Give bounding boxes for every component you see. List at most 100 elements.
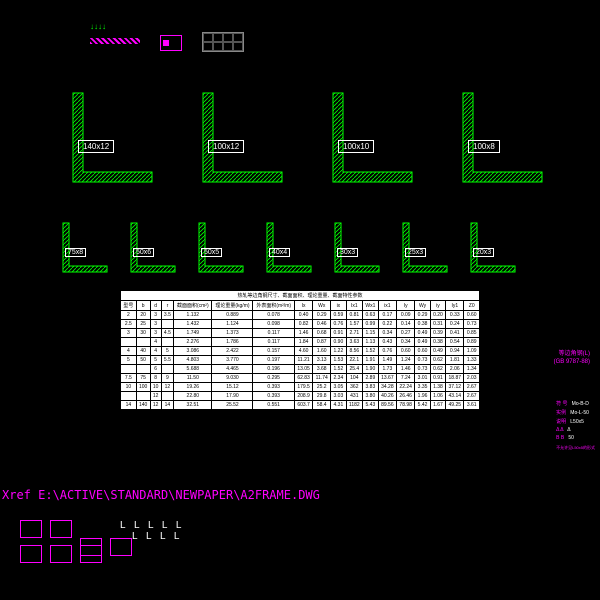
table-cell: 11.21	[294, 356, 312, 365]
bottom-detail-blocks	[20, 520, 132, 538]
table-cell: 431	[346, 392, 362, 401]
table-cell: 40.26	[378, 392, 396, 401]
table-cell: 62.83	[294, 374, 312, 383]
table-cell: 43.14	[446, 392, 464, 401]
load-arrows	[90, 30, 140, 50]
table-cell: 0.22	[378, 320, 396, 329]
table-cell: 0.31	[430, 320, 445, 329]
table-cell: 9.030	[212, 374, 253, 383]
table-header-cell: 截面面积(cm²)	[174, 301, 212, 311]
table-cell: 22.80	[174, 392, 212, 401]
table-cell: 7.5	[121, 374, 137, 383]
table-header-cell: Ix1	[346, 301, 362, 311]
right-label-row: 实例 Mo-L-50	[556, 409, 595, 416]
table-header-cell: Ix	[294, 301, 312, 311]
table-cell: 0.34	[378, 329, 396, 338]
table-cell: 5	[121, 356, 137, 365]
steel-properties-table: 热轧等边角钢尺寸、截面面积、理论重量、截面特性参数 型号bdr截面面积(cm²)…	[120, 290, 480, 410]
angle-profile-large: 100x10	[330, 90, 415, 190]
table-cell: 0.82	[294, 320, 312, 329]
table-cell: 1.60	[313, 347, 331, 356]
table-cell: 3.03	[331, 392, 346, 401]
table-cell: 0.91	[331, 329, 346, 338]
table-cell: 0.27	[397, 329, 415, 338]
table-cell: 4	[150, 347, 161, 356]
table-header-cell: Iy	[397, 301, 415, 311]
table-cell: 89.56	[378, 401, 396, 410]
profile-label: 75x8	[65, 248, 86, 257]
legend-grid	[202, 32, 244, 52]
table-cell: 0.38	[415, 320, 430, 329]
table-cell: 4	[121, 347, 137, 356]
table-cell: 1.91	[363, 356, 379, 365]
table-cell: 3.80	[363, 392, 379, 401]
table-cell: 0.49	[415, 329, 430, 338]
table-row: 440453.0862.4220.1574.601.601.228.561.52…	[121, 347, 480, 356]
table-row: 65.6884.4650.19613.053.681.5225.41.901.7…	[121, 365, 480, 374]
table-cell: 2.67	[464, 383, 480, 392]
table-cell: 1.53	[331, 356, 346, 365]
table-cell: 0.49	[430, 347, 445, 356]
table-cell: 0.63	[363, 311, 379, 320]
table-cell: 100	[136, 383, 150, 392]
table-cell: 1.13	[363, 338, 379, 347]
table-cell: 179.5	[294, 383, 312, 392]
table-cell: 0.94	[446, 347, 464, 356]
table-title: 热轧等边角钢尺寸、截面面积、理论重量、截面特性参数	[121, 291, 480, 301]
table-row: 2.52531.4321.1240.0980.820.460.761.570.9…	[121, 320, 480, 329]
table-cell: 0.62	[430, 356, 445, 365]
table-cell: 12	[161, 383, 173, 392]
table-cell: 0.157	[253, 347, 295, 356]
table-cell: 5	[161, 347, 173, 356]
profile-label: 50x6	[133, 248, 154, 257]
table-cell: 1.22	[331, 347, 346, 356]
table-cell: 1.38	[430, 383, 445, 392]
table-cell: 0.81	[346, 311, 362, 320]
table-cell: 14	[121, 401, 137, 410]
table-cell: 0.49	[415, 338, 430, 347]
angle-profile-small: 30x3	[332, 220, 382, 280]
table-header-cell: ix1	[378, 301, 396, 311]
table-cell: 208.9	[294, 392, 312, 401]
table-header-cell: 理论重量(kg/m)	[212, 301, 253, 311]
right-label-row: Δ Δ Δ	[556, 427, 595, 433]
table-header-cell: Z0	[464, 301, 480, 311]
table-cell: 3.83	[363, 383, 379, 392]
table-cell: 4.803	[174, 356, 212, 365]
table-cell: 0.33	[446, 311, 464, 320]
profile-label: 40x4	[269, 248, 290, 257]
angle-profile-small: 50x6	[128, 220, 178, 280]
table-cell: 1.132	[174, 311, 212, 320]
table-cell: 0.59	[331, 311, 346, 320]
table-cell: 0.68	[313, 329, 331, 338]
right-note: 不允许见L50x5的形式	[556, 445, 595, 451]
table-cell: 0.197	[253, 356, 295, 365]
table-cell: 0.46	[313, 320, 331, 329]
table-cell: 8	[150, 374, 161, 383]
table-row: 22033.51.1320.8890.0780.400.290.590.810.…	[121, 311, 480, 320]
table-cell: 0.295	[253, 374, 295, 383]
table-cell: 13.05	[294, 365, 312, 374]
table-header-cell: r	[161, 301, 173, 311]
table-cell: 25.4	[346, 365, 362, 374]
table-header-cell: d	[150, 301, 161, 311]
table-cell: 1.34	[464, 365, 480, 374]
table-cell: 2.67	[464, 392, 480, 401]
table-cell: 14	[161, 401, 173, 410]
table-cell: 0.117	[253, 329, 295, 338]
table-cell: 0.39	[430, 329, 445, 338]
xref-path: Xref E:\ACTIVE\STANDARD\NEWPAPER\A2FRAME…	[2, 488, 320, 502]
table-cell: 0.09	[397, 311, 415, 320]
table-cell: 5.43	[363, 401, 379, 410]
table-cell: 1.124	[212, 320, 253, 329]
table-cell: 13.67	[378, 374, 396, 383]
table-cell: 0.60	[397, 347, 415, 356]
table-cell: 2.422	[212, 347, 253, 356]
profile-label: 25x3	[405, 248, 426, 257]
table-cell: 17.90	[212, 392, 253, 401]
table-cell: 0.17	[378, 311, 396, 320]
table-cell: 1.49	[378, 356, 396, 365]
table-cell: 58.4	[313, 401, 331, 410]
table-cell: 1.786	[212, 338, 253, 347]
table-cell: 3.35	[415, 383, 430, 392]
